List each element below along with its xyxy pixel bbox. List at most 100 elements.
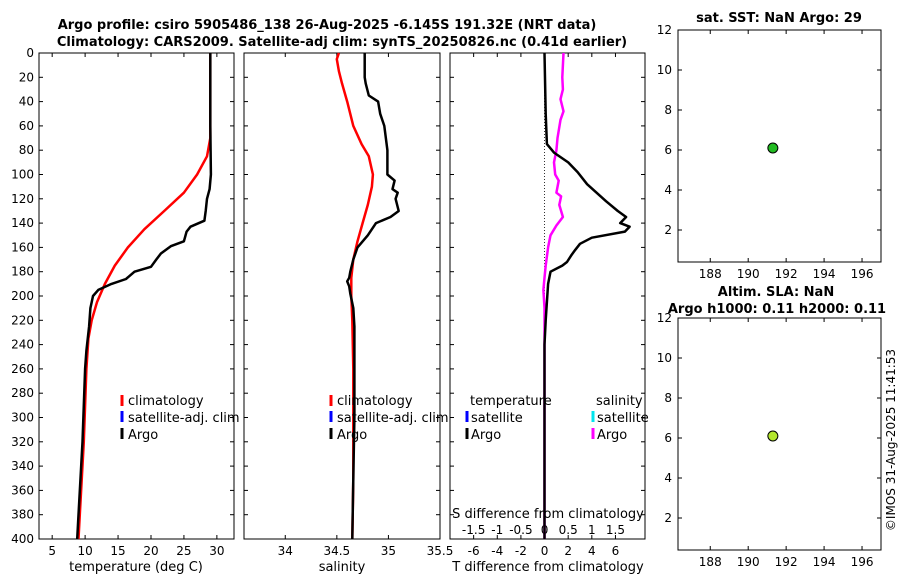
sst-xtick-label: 194 <box>813 267 836 281</box>
temperature-panel-frame <box>38 52 235 540</box>
depth-tick-label: 280 <box>11 386 34 400</box>
legend-label-climatology: climatology <box>128 394 204 409</box>
scatter-layer <box>767 142 779 442</box>
difference-xlabel: T difference from climatology <box>451 560 644 575</box>
sst-ytick-label: 6 <box>664 143 672 157</box>
depth-tick-label: 300 <box>11 411 34 425</box>
depth-tick-label: 160 <box>11 240 34 254</box>
sla-panel-frame <box>677 317 882 551</box>
sst-data-point <box>767 142 779 154</box>
temperature-argo-line <box>75 53 213 540</box>
sla-ytick-label: 8 <box>664 391 672 405</box>
xtick-label: 5 <box>48 544 56 558</box>
legend-label-climatology: climatology <box>337 394 413 409</box>
legend-label-s-argo: Argo <box>597 428 627 443</box>
legend-label-argo: Argo <box>337 428 367 443</box>
depth-tick-label: 360 <box>11 483 34 497</box>
xtick-label: 34.5 <box>323 544 350 558</box>
legend-label-argo: Argo <box>128 428 158 443</box>
xtick-label: -2 <box>515 544 527 558</box>
tick-layer: 0204060801001201401601802002202402602803… <box>11 23 881 569</box>
temperature-difference-argo-line <box>543 52 631 539</box>
sst-ytick-label: 10 <box>657 63 672 77</box>
salinity-legend: climatology satellite-adj. clim Argo <box>329 394 449 443</box>
timestamp: ©IMOS 31-Aug-2025 11:41:53 <box>884 349 898 531</box>
depth-tick-label: 220 <box>11 313 34 327</box>
depth-tick-label: 80 <box>19 143 34 157</box>
sla-xtick-label: 190 <box>737 555 760 569</box>
sst-title: sat. SST: NaN Argo: 29 <box>696 11 862 26</box>
depth-tick-label: 200 <box>11 289 34 303</box>
sst-ytick-label: 12 <box>657 23 672 37</box>
sla-xtick-label: 188 <box>699 555 722 569</box>
difference-xlabel-top: S difference from climatology <box>452 507 644 522</box>
sst-xtick-label: 190 <box>737 267 760 281</box>
legend-label-satellite: satellite-adj. clim <box>337 411 449 426</box>
sla-ytick-label: 4 <box>664 471 672 485</box>
temperature-legend: climatology satellite-adj. clim Argo <box>120 394 240 443</box>
sla-data-point <box>767 430 779 442</box>
xtick-label: 20 <box>143 544 158 558</box>
sst-ytick-label: 2 <box>664 223 672 237</box>
figure-title-line2: Climatology: CARS2009. Satellite-adj cli… <box>57 35 627 50</box>
sst-xtick-label: 196 <box>851 267 874 281</box>
stick-label: -0.5 <box>509 523 532 537</box>
xtick-label: 34 <box>278 544 293 558</box>
salinity-xlabel: salinity <box>319 560 366 575</box>
legend-label-t-satellite: satellite <box>471 411 523 426</box>
sst-ytick-label: 8 <box>664 103 672 117</box>
sst-xtick-label: 192 <box>775 267 798 281</box>
stick-label: -1.5 <box>462 523 485 537</box>
xtick-label: 35.5 <box>427 544 454 558</box>
temperature-xlabel: temperature (deg C) <box>69 560 203 575</box>
sla-xtick-label: 194 <box>813 555 836 569</box>
temperature-climatology-line <box>77 53 212 540</box>
sst-panel-frame <box>677 29 882 263</box>
depth-tick-label: 260 <box>11 362 34 376</box>
xtick-label: -6 <box>468 544 480 558</box>
depth-tick-label: 180 <box>11 265 34 279</box>
sst-xtick-label: 188 <box>699 267 722 281</box>
depth-tick-label: 140 <box>11 216 34 230</box>
xtick-label: 35 <box>381 544 396 558</box>
xtick-label: 25 <box>176 544 191 558</box>
sla-ytick-label: 12 <box>657 311 672 325</box>
legend-label-s-satellite: satellite <box>597 411 649 426</box>
sla-ytick-label: 2 <box>664 511 672 525</box>
depth-tick-label: 400 <box>11 532 34 546</box>
stick-label: 1.5 <box>606 523 625 537</box>
depth-tick-label: 340 <box>11 459 34 473</box>
sst-ytick-label: 4 <box>664 183 672 197</box>
depth-tick-label: 240 <box>11 338 34 352</box>
xtick-label: 10 <box>77 544 92 558</box>
depth-tick-label: 100 <box>11 168 34 182</box>
salinity-panel-frame <box>243 52 441 540</box>
depth-tick-label: 0 <box>26 46 34 60</box>
legend-label-satellite: satellite-adj. clim <box>128 411 240 426</box>
difference-legend: temperature satellite Argo salinity sate… <box>465 394 649 443</box>
sla-title-line1: Altim. SLA: NaN <box>718 285 834 300</box>
depth-tick-label: 60 <box>19 119 34 133</box>
depth-tick-label: 380 <box>11 508 34 522</box>
sla-xtick-label: 192 <box>775 555 798 569</box>
salinity-climatology-line <box>335 52 375 540</box>
xtick-label: 2 <box>564 544 572 558</box>
legend-title-temperature: temperature <box>470 394 552 409</box>
xtick-label: 30 <box>209 544 224 558</box>
stick-label: 0.5 <box>559 523 578 537</box>
stick-label: -1 <box>491 523 503 537</box>
xtick-label: 15 <box>110 544 125 558</box>
sla-xtick-label: 196 <box>851 555 874 569</box>
depth-tick-label: 120 <box>11 192 34 206</box>
salinity-argo-line <box>345 53 400 540</box>
legend-label-t-argo: Argo <box>471 428 501 443</box>
xtick-label: -4 <box>491 544 503 558</box>
xtick-label: 6 <box>612 544 620 558</box>
sla-title-line2: Argo h1000: 0.11 h2000: 0.11 <box>668 302 886 317</box>
series-layer <box>75 52 631 540</box>
stick-label: 1 <box>588 523 596 537</box>
depth-tick-label: 20 <box>19 70 34 84</box>
legend-title-salinity: salinity <box>596 394 643 409</box>
xtick-label: 4 <box>588 544 596 558</box>
